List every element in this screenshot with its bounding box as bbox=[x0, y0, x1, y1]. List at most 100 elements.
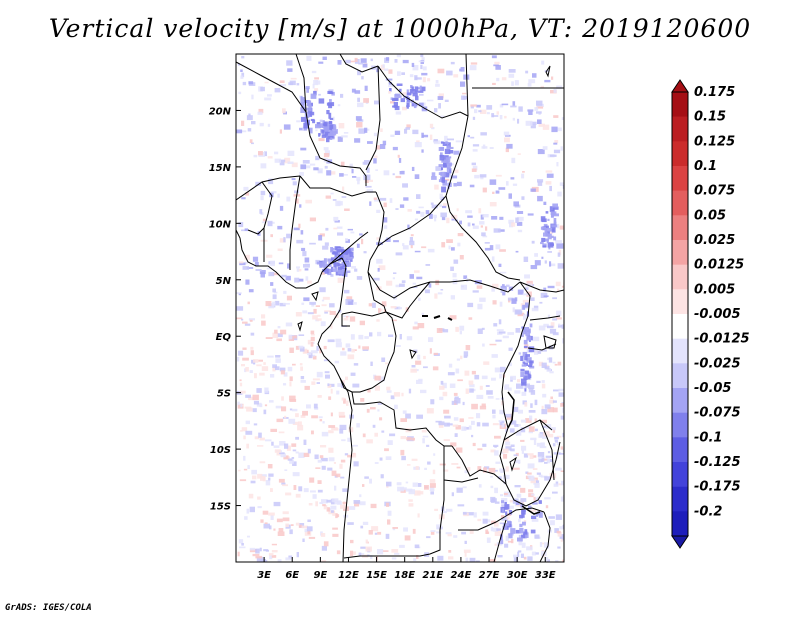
ascent-cell bbox=[418, 378, 423, 382]
colorbar-label: -0.1 bbox=[694, 430, 722, 445]
ascent-cell bbox=[504, 504, 510, 510]
descent-cell bbox=[459, 255, 464, 260]
ascent-cell bbox=[448, 150, 454, 154]
descent-cell bbox=[278, 528, 284, 532]
ascent-cell bbox=[375, 169, 378, 171]
ascent-cell bbox=[407, 224, 410, 229]
ascent-cell bbox=[310, 490, 316, 493]
ascent-cell bbox=[510, 444, 515, 447]
ascent-cell bbox=[512, 183, 518, 186]
ascent-cell bbox=[543, 295, 549, 297]
ascent-cell bbox=[520, 355, 524, 361]
ascent-cell bbox=[515, 529, 521, 534]
ascent-cell bbox=[500, 366, 506, 373]
descent-cell bbox=[363, 98, 369, 103]
descent-cell bbox=[379, 417, 383, 421]
ascent-cell bbox=[502, 335, 509, 339]
ascent-cell bbox=[512, 101, 516, 106]
descent-cell bbox=[239, 479, 247, 482]
ascent-cell bbox=[501, 516, 509, 521]
ascent-cell bbox=[494, 367, 502, 373]
ascent-cell bbox=[332, 116, 335, 121]
ascent-cell bbox=[416, 379, 423, 384]
colorbar-segment bbox=[672, 338, 688, 364]
ascent-cell bbox=[446, 145, 450, 150]
ascent-cell bbox=[562, 495, 564, 497]
ascent-cell bbox=[251, 469, 257, 475]
ascent-cell bbox=[307, 519, 311, 522]
ascent-cell bbox=[440, 171, 446, 177]
descent-cell bbox=[343, 398, 346, 404]
ascent-cell bbox=[364, 160, 370, 165]
ascent-cell bbox=[511, 81, 514, 86]
ascent-cell bbox=[412, 129, 419, 135]
descent-cell bbox=[240, 430, 243, 432]
ascent-cell bbox=[395, 252, 403, 256]
ascent-cell bbox=[486, 105, 493, 110]
ascent-cell bbox=[298, 278, 304, 282]
ascent-cell bbox=[556, 310, 562, 316]
ascent-cell bbox=[298, 452, 305, 458]
ascent-cell bbox=[551, 126, 558, 133]
descent-cell bbox=[272, 332, 279, 338]
ascent-cell bbox=[337, 104, 341, 107]
descent-cell bbox=[382, 550, 389, 552]
ascent-cell bbox=[381, 430, 385, 433]
ascent-cell bbox=[448, 245, 451, 250]
ascent-cell bbox=[546, 227, 553, 232]
ascent-cell bbox=[464, 470, 469, 474]
descent-cell bbox=[252, 553, 260, 557]
ascent-cell bbox=[392, 277, 395, 280]
descent-cell bbox=[276, 452, 281, 456]
ascent-cell bbox=[512, 406, 519, 413]
ascent-cell bbox=[319, 119, 323, 123]
descent-cell bbox=[324, 310, 332, 312]
descent-cell bbox=[511, 538, 514, 544]
ascent-cell bbox=[318, 93, 321, 96]
ascent-cell bbox=[421, 72, 428, 76]
ascent-cell bbox=[349, 506, 356, 510]
lon-tick-label: 18E bbox=[394, 570, 415, 581]
ascent-cell bbox=[512, 307, 515, 313]
ascent-cell bbox=[398, 95, 402, 98]
ascent-cell bbox=[335, 342, 342, 348]
ascent-cell bbox=[427, 461, 431, 465]
ascent-cell bbox=[484, 247, 491, 251]
ascent-cell bbox=[493, 444, 499, 447]
ascent-cell bbox=[357, 97, 360, 102]
lat-tick-label: 5S bbox=[217, 389, 231, 400]
ascent-cell bbox=[517, 409, 523, 414]
descent-cell bbox=[344, 208, 350, 211]
ascent-cell bbox=[495, 339, 502, 342]
ascent-cell bbox=[543, 201, 547, 205]
ascent-cell bbox=[491, 113, 495, 118]
ascent-cell bbox=[486, 537, 491, 543]
ascent-cell bbox=[503, 523, 510, 527]
descent-cell bbox=[501, 401, 504, 406]
descent-cell bbox=[369, 179, 373, 182]
ascent-cell bbox=[548, 516, 555, 519]
descent-cell bbox=[482, 187, 487, 193]
ascent-cell bbox=[319, 502, 324, 504]
descent-cell bbox=[488, 467, 496, 473]
ascent-cell bbox=[517, 229, 523, 233]
ascent-cell bbox=[271, 441, 274, 446]
descent-cell bbox=[374, 432, 378, 437]
ascent-cell bbox=[434, 108, 438, 113]
ascent-cell bbox=[498, 263, 502, 267]
ascent-cell bbox=[374, 100, 380, 105]
descent-cell bbox=[319, 455, 324, 459]
ascent-cell bbox=[299, 346, 305, 352]
ascent-cell bbox=[277, 326, 281, 329]
ascent-cell bbox=[556, 162, 559, 167]
ascent-cell bbox=[544, 365, 550, 370]
ascent-cell bbox=[356, 423, 360, 428]
ascent-cell bbox=[329, 99, 332, 102]
ascent-cell bbox=[310, 163, 316, 166]
ascent-cell bbox=[399, 283, 405, 287]
ascent-cell bbox=[542, 245, 547, 248]
ascent-cell bbox=[354, 268, 358, 272]
ascent-cell bbox=[429, 486, 435, 492]
ascent-cell bbox=[296, 83, 300, 86]
ascent-cell bbox=[369, 332, 373, 337]
